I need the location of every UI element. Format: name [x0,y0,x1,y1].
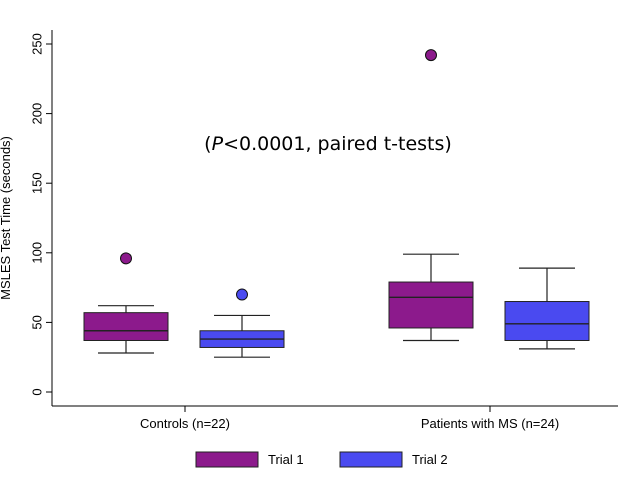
box-trial-1-group-1 [83,252,169,354]
annotation-suffix: <0.0001, paired t-tests) [223,133,452,155]
box-series [83,49,590,358]
y-axis-title: MSLES Test Time (seconds) [0,136,13,300]
outlier-point [236,288,248,301]
legend-label-2: Trial 2 [412,452,448,467]
y-axis-ticks: 0 50 100 150 200 250 [29,33,52,396]
box-trial-2-group-1 [199,288,285,358]
box-iqr [504,301,590,341]
legend: Trial 1 Trial 2 [195,451,448,468]
box-iqr [388,281,474,329]
outlier-point [425,49,437,62]
category-labels: Controls (n=22) Patients with MS (n=24) [140,406,559,431]
annotation-italic: P [212,133,224,155]
category-label-2: Patients with MS (n=24) [421,416,559,431]
p-value-annotation: (P<0.0001, paired t-tests) [204,133,452,155]
y-tick-label-0: 0 [29,388,44,395]
legend-swatch-1 [195,451,259,468]
box-trial-2-group-2 [504,267,590,350]
y-tick-label-50: 50 [29,315,44,329]
y-tick-label-250: 250 [29,33,44,55]
category-label-1: Controls (n=22) [140,416,230,431]
annotation-prefix: ( [204,133,211,155]
legend-label-1: Trial 1 [268,452,304,467]
y-tick-label-100: 100 [29,242,44,264]
y-tick-label-200: 200 [29,103,44,125]
box-iqr [83,312,169,341]
y-tick-label-150: 150 [29,172,44,194]
outlier-point [120,252,132,265]
legend-swatch-2 [339,451,403,468]
box-trial-1-group-2 [388,49,474,342]
